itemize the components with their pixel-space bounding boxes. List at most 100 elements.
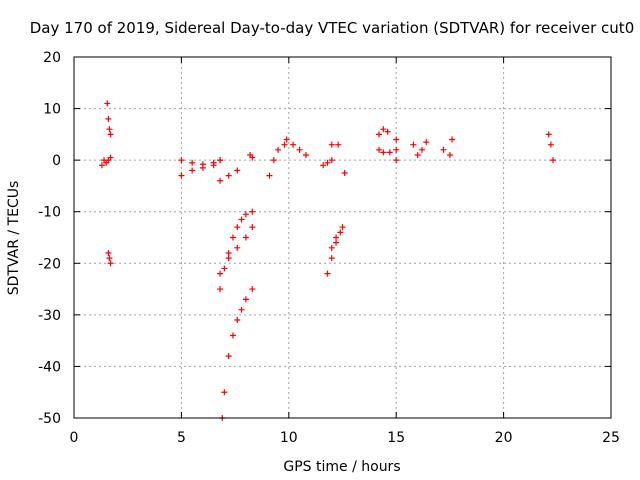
data-point (189, 167, 196, 174)
data-point (98, 162, 105, 169)
data-point (234, 317, 241, 324)
data-point (339, 224, 346, 231)
y-tick-label: 0 (52, 153, 61, 169)
data-point (384, 128, 391, 135)
y-tick-label: -10 (38, 205, 61, 221)
data-point (249, 208, 256, 215)
data-point (446, 151, 453, 158)
data-point (376, 146, 383, 153)
data-point (335, 141, 342, 148)
x-axis-label: GPS time / hours (283, 459, 400, 475)
data-point (106, 255, 113, 262)
data-point (217, 270, 224, 277)
data-point (333, 234, 340, 241)
data-point (414, 151, 421, 158)
grid (74, 57, 611, 418)
data-point (242, 234, 249, 241)
data-point (221, 265, 228, 272)
data-point (225, 255, 232, 262)
data-point (393, 157, 400, 164)
data-point (283, 136, 290, 143)
series-seg16 (328, 141, 348, 177)
data-point (380, 149, 387, 156)
y-tick-label: -50 (38, 411, 61, 427)
data-point (333, 239, 340, 246)
data-point (270, 157, 277, 164)
x-tick-label: 25 (602, 430, 620, 446)
data-point (242, 211, 249, 218)
data-point (275, 146, 282, 153)
series-seg22 (545, 131, 557, 164)
data-point (242, 296, 249, 303)
data-point (105, 115, 112, 122)
data-point (107, 131, 114, 138)
data-point (178, 172, 185, 179)
series-seg17 (376, 126, 391, 138)
data-point (266, 172, 273, 179)
data-point (199, 164, 206, 171)
data-point (320, 162, 327, 169)
series-seg18 (376, 146, 393, 156)
data-point (423, 139, 430, 146)
data-point (238, 306, 245, 313)
data-point (328, 244, 335, 251)
x-tick-label: 20 (495, 430, 513, 446)
data-point (234, 224, 241, 231)
data-point (217, 177, 224, 184)
x-tick-label: 10 (280, 430, 298, 446)
data-point (229, 234, 236, 241)
data-point (189, 159, 196, 166)
data-point (105, 249, 112, 256)
data-point (324, 159, 331, 166)
series-seg8 (217, 224, 256, 277)
data-point (225, 172, 232, 179)
axis-ticks: 0 5 10 15 20 25 -50 -40 -30 -20 -10 0 10 20 (38, 50, 620, 446)
data-point (440, 146, 447, 153)
data-point (107, 260, 114, 267)
data-point (249, 286, 256, 293)
data-points (98, 100, 557, 421)
y-tick-label: 20 (43, 50, 61, 66)
data-point (106, 126, 113, 133)
data-point (107, 154, 114, 161)
data-point (545, 131, 552, 138)
series-seg10 (247, 151, 256, 161)
data-point (217, 157, 224, 164)
data-point (341, 170, 348, 177)
series-seg2 (104, 100, 114, 138)
x-tick-label: 0 (70, 430, 79, 446)
y-tick-label: -20 (38, 256, 61, 272)
data-point (449, 136, 456, 143)
data-point (550, 157, 557, 164)
x-tick-label: 5 (177, 430, 186, 446)
y-tick-label: -40 (38, 359, 61, 375)
data-point (328, 255, 335, 262)
series-seg1 (98, 154, 114, 169)
x-tick-label: 15 (387, 430, 405, 446)
series-seg13 (320, 157, 335, 169)
data-point (234, 167, 241, 174)
data-point (337, 229, 344, 236)
series-seg7 (217, 208, 256, 293)
data-point (393, 136, 400, 143)
y-axis-label: SDTVAR / TECUs (6, 181, 22, 296)
data-point (249, 154, 256, 161)
series-seg9 (219, 286, 256, 421)
series-seg3 (105, 249, 114, 267)
series-seg6 (217, 167, 241, 184)
data-point (210, 162, 217, 169)
data-point (238, 216, 245, 223)
data-point (290, 141, 297, 148)
plot-frame (73, 56, 612, 419)
series-seg20 (410, 139, 430, 158)
data-point (225, 353, 232, 360)
data-point (217, 286, 224, 293)
data-point (281, 141, 288, 148)
data-point (229, 332, 236, 339)
data-point (249, 224, 256, 231)
series-seg15 (328, 224, 346, 251)
y-tick-label: 10 (43, 102, 61, 118)
chart-title: Day 170 of 2019, Sidereal Day-to-day VTE… (30, 19, 634, 37)
data-point (386, 149, 393, 156)
